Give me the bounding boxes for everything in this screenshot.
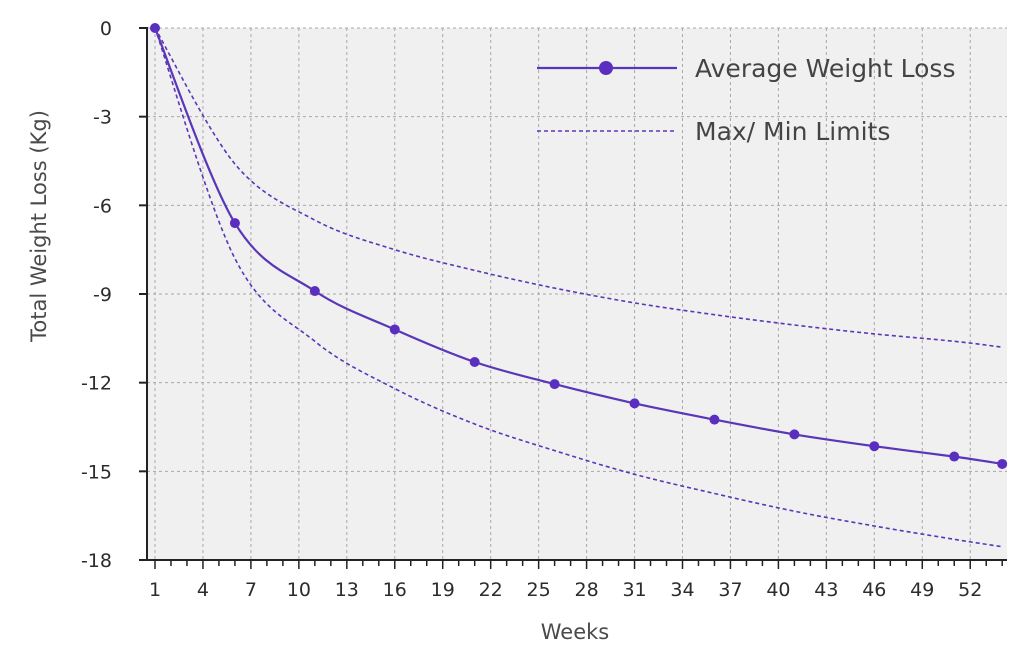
x-tick-label: 28: [574, 579, 598, 601]
average-marker: [149, 23, 160, 33]
x-tick-label: 40: [766, 579, 790, 601]
average-marker: [949, 451, 960, 462]
average-marker: [389, 324, 400, 335]
legend-marker-average: [599, 61, 613, 75]
limit-line-2: [154, 27, 1003, 548]
average-marker: [229, 218, 240, 229]
legend-label-average: Average Weight Loss: [695, 54, 956, 83]
x-tick-label: 7: [245, 579, 257, 601]
y-tick-label: -18: [81, 550, 112, 572]
legend: Average Weight Loss Max/ Min Limits: [537, 54, 956, 146]
average-marker: [997, 458, 1008, 469]
x-tick-label: 46: [862, 579, 886, 601]
x-tick-label: 10: [287, 579, 311, 601]
x-tick-label: 25: [527, 579, 551, 601]
x-tick-label: 19: [431, 579, 455, 601]
x-tick-label: 34: [670, 579, 694, 601]
x-tick-label: 22: [479, 579, 503, 601]
x-tick-label: 43: [814, 579, 838, 601]
x-tick-label: 13: [335, 579, 359, 601]
y-tick-label: -15: [81, 461, 112, 483]
average-marker: [789, 429, 800, 440]
limit-line-1: [154, 27, 1003, 348]
y-axis-title: Total Weight Loss (Kg): [27, 110, 51, 343]
y-tick-label: -9: [93, 284, 112, 306]
average-marker: [549, 379, 560, 390]
x-tick-label: 31: [622, 579, 646, 601]
average-marker: [629, 398, 640, 409]
y-tick-label: -12: [81, 373, 112, 395]
series-group: [149, 23, 1008, 548]
legend-label-limits: Max/ Min Limits: [695, 117, 890, 146]
x-tick-label: 4: [197, 579, 209, 601]
axes: 0 -3 -6 -9 -12 -15 -18 1 4 7 10 13 16 19 22 25 28 31 34 37 4…: [81, 18, 1007, 601]
average-marker: [869, 441, 880, 452]
average-marker: [469, 356, 480, 367]
x-tick-label: 49: [910, 579, 934, 601]
y-tick-label: 0: [100, 18, 112, 40]
average-marker: [309, 286, 320, 297]
x-tick-label: 1: [149, 579, 161, 601]
y-tick-label: -6: [93, 195, 112, 217]
y-tick-label: -3: [93, 107, 112, 129]
x-tick-label: 37: [718, 579, 742, 601]
average-marker: [709, 414, 720, 425]
x-tick-label: 52: [958, 579, 982, 601]
grid: [147, 27, 1007, 560]
x-tick-label: 16: [383, 579, 407, 601]
x-axis-title: Weeks: [541, 620, 609, 644]
